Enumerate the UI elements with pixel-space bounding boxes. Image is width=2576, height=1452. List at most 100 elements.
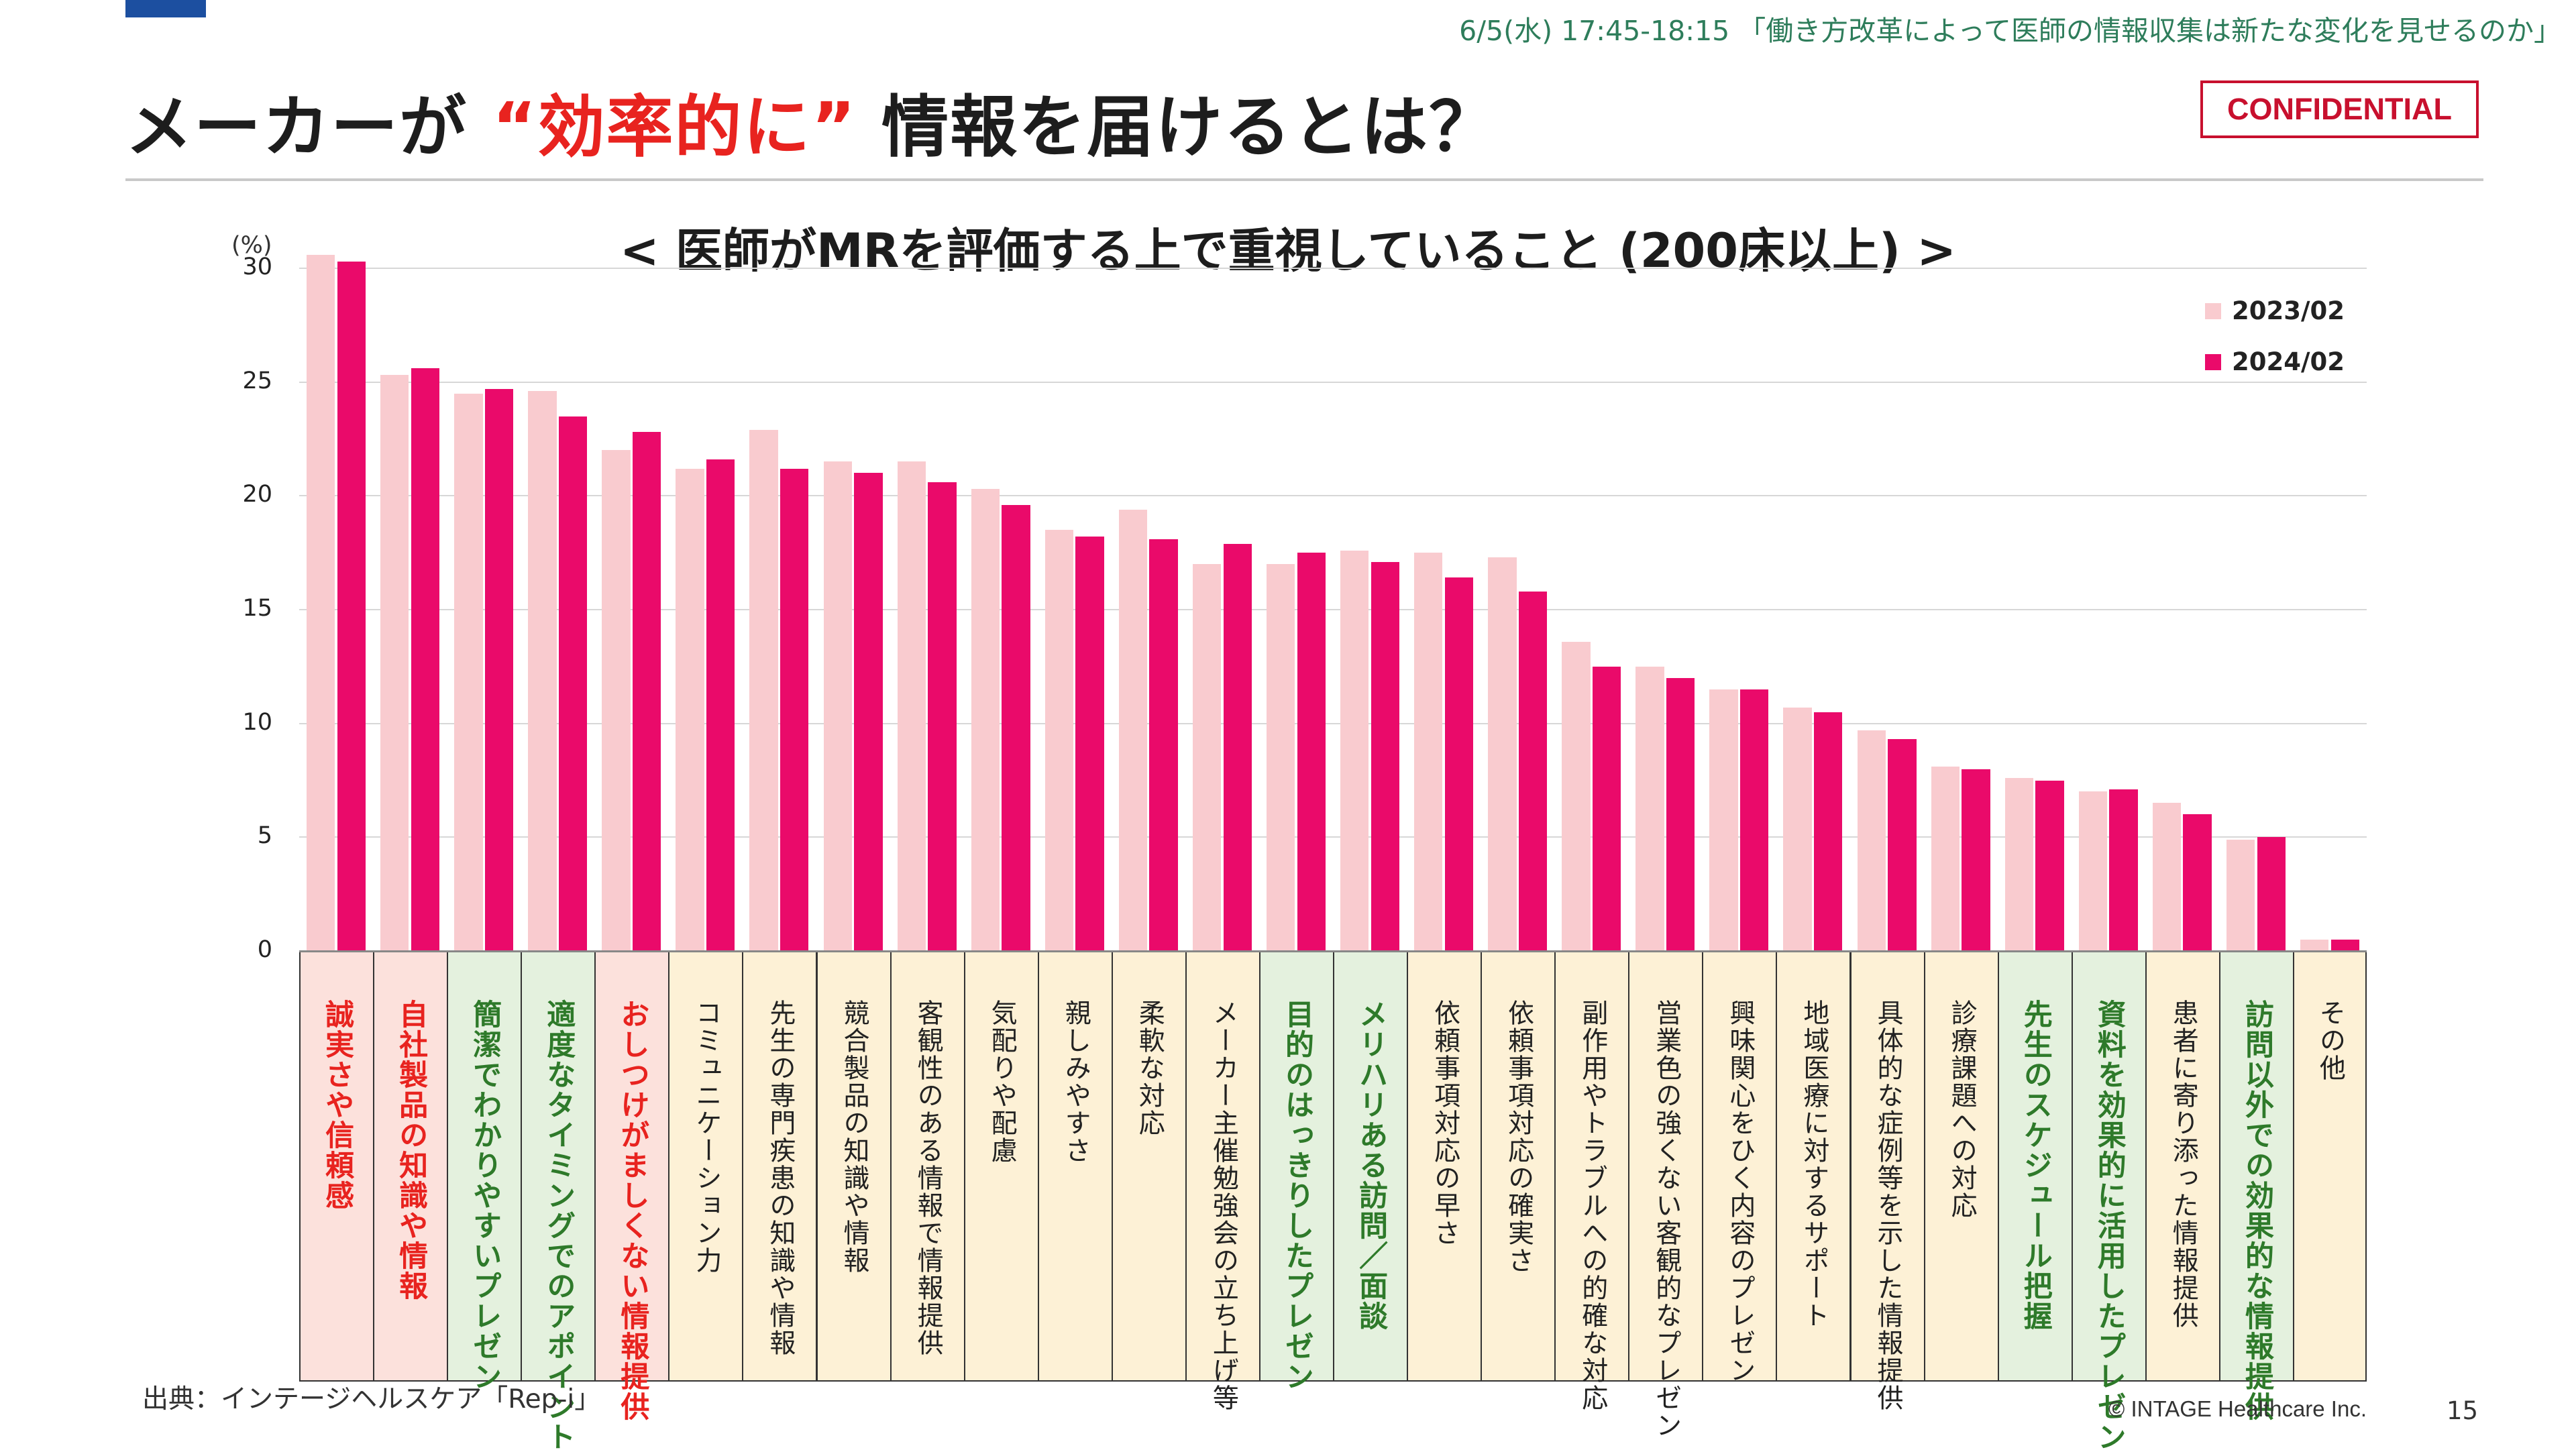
category-label: 依頼事項対応の確実さ (1503, 999, 1534, 1274)
bar-2024-02-16 (1518, 591, 1548, 951)
category-cell: 診療課題への対応 (1923, 951, 1999, 1382)
category-cell: 依頼事項対応の早さ (1407, 951, 1483, 1382)
brand-tab (125, 0, 206, 17)
bar-2023-02-27 (2300, 940, 2329, 951)
page-number: 15 (2447, 1396, 2479, 1425)
category-cell: 副作用やトラブルへの的確な対応 (1554, 951, 1630, 1412)
copyright: © INTAGE Healthcare Inc. (2108, 1396, 2367, 1421)
bar-2023-02-20 (1783, 707, 1812, 951)
category-cell: 患者に寄り添った情報提供 (2145, 951, 2220, 1382)
category-label: 目的のはっきりしたプレゼン (1280, 999, 1314, 1392)
y-tick-label: 25 (242, 367, 272, 394)
category-label: 診療課題への対応 (1947, 999, 1978, 1219)
bar-2024-02-10 (1075, 537, 1104, 951)
bar-2024-02-14 (1371, 561, 1400, 951)
category-cell: 気配りや配慮 (963, 951, 1039, 1382)
category-label: 簡潔でわかりやすいプレゼン (468, 999, 502, 1392)
bar-2024-02-11 (1149, 539, 1178, 951)
chart-title: < 医師がMRを評価する上で重視していること (200床以上) > (620, 223, 1956, 278)
title-divider (125, 178, 2483, 181)
category-cell: 簡潔でわかりやすいプレゼン (447, 951, 523, 1392)
category-cell: 依頼事項対応の確実さ (1481, 951, 1556, 1382)
category-label: 営業色の強くない客観的なプレゼン (1651, 999, 1682, 1439)
gridline (299, 268, 2367, 269)
y-tick-label: 20 (242, 481, 272, 508)
y-tick-label: 10 (242, 708, 272, 736)
bar-2023-02-4 (602, 450, 631, 951)
category-cell: 目的のはっきりしたプレゼン (1258, 951, 1334, 1392)
session-info: 6/5(水) 17:45-18:15 「働き方改革によって医師の情報収集は新たな… (1459, 15, 2561, 47)
bar-2024-02-12 (1223, 543, 1252, 951)
category-cell: 興味関心をひく内容のプレゼン (1702, 951, 1778, 1384)
category-cell: 柔軟な対応 (1111, 951, 1187, 1382)
bar-2023-02-15 (1414, 553, 1443, 951)
category-cell: 自社製品の知識や情報 (373, 951, 449, 1382)
bar-2023-02-22 (1931, 767, 1960, 951)
legend-swatch-2023 (2205, 302, 2221, 319)
bar-2024-02-0 (337, 261, 366, 951)
bar-2024-02-4 (632, 432, 661, 951)
bar-2024-02-25 (2183, 814, 2212, 951)
legend-item-2023: 2023/02 (2205, 296, 2345, 325)
category-label: 患者に寄り添った情報提供 (2168, 999, 2199, 1329)
title-pre: メーカーが (125, 88, 492, 166)
category-label: その他 (2315, 999, 2346, 1082)
category-label: 興味関心をひく内容のプレゼン (1725, 999, 1756, 1384)
category-label: 先生の専門疾患の知識や情報 (765, 999, 796, 1357)
bar-2023-02-1 (380, 375, 409, 951)
category-label: コミュニケーション力 (691, 999, 722, 1274)
category-label: 適度なタイミングでのアポイント (541, 999, 576, 1452)
bar-2024-02-2 (484, 388, 514, 951)
category-label: 親しみやすさ (1061, 999, 1091, 1164)
confidential-badge: CONFIDENTIAL (2200, 80, 2479, 138)
category-cell: メリハリある訪問／面談 (1333, 951, 1409, 1382)
title-highlight: “効率的に” (492, 88, 857, 166)
category-cell: 営業色の強くない客観的なプレゼン (1628, 951, 1704, 1439)
gridline (299, 722, 2367, 724)
category-cell: 先生のスケジュール把握 (1997, 951, 2073, 1382)
bar-2023-02-2 (454, 393, 483, 951)
bar-2023-02-8 (897, 461, 926, 951)
title-post: 情報を届けるとは？ (857, 88, 1498, 166)
category-label: 柔軟な対応 (1134, 999, 1165, 1137)
bar-2024-02-17 (1592, 666, 1621, 951)
y-tick-label: 0 (257, 936, 272, 963)
category-label: 先生のスケジュール把握 (2019, 999, 2053, 1331)
x-axis-baseline (299, 950, 2367, 952)
bar-2023-02-17 (1562, 641, 1591, 951)
category-cell: コミュニケーション力 (668, 951, 744, 1382)
bar-2023-02-18 (1635, 666, 1664, 951)
bar-2023-02-24 (2078, 791, 2108, 951)
bar-2024-02-27 (2330, 940, 2359, 951)
bar-2024-02-19 (1740, 689, 1769, 951)
legend-label-2023: 2023/02 (2232, 296, 2345, 325)
category-label: 訪問以外での効果的な情報提供 (2240, 999, 2274, 1422)
gridline (299, 609, 2367, 610)
bar-2023-02-14 (1340, 550, 1369, 951)
bar-2023-02-0 (307, 254, 335, 951)
category-cell: 適度なタイミングでのアポイント (521, 951, 596, 1452)
category-label: 客観性のある情報で情報提供 (913, 999, 944, 1357)
category-label: 誠実さや信頼感 (320, 999, 354, 1211)
category-cell: おしつけがましくない情報提供 (594, 951, 670, 1422)
bar-2024-02-26 (2257, 837, 2286, 951)
bar-2024-02-13 (1297, 553, 1326, 951)
bar-2024-02-20 (1814, 712, 1843, 951)
bar-2023-02-5 (676, 468, 704, 951)
category-cell: 具体的な症例等を示した情報提供 (1849, 951, 1925, 1412)
category-cell: その他 (2292, 951, 2367, 1382)
bar-2024-02-21 (1888, 739, 1917, 951)
bar-2023-02-11 (1118, 509, 1148, 951)
category-cell: 資料を効果的に活用したプレゼン (2071, 951, 2147, 1452)
category-label: 副作用やトラブルへの的確な対応 (1577, 999, 1608, 1412)
bar-2023-02-16 (1488, 557, 1517, 951)
bar-2024-02-23 (2035, 780, 2064, 951)
bar-2023-02-13 (1266, 564, 1295, 951)
category-label: メリハリある訪問／面談 (1354, 999, 1388, 1331)
bar-2023-02-10 (1044, 530, 1074, 951)
bar-2023-02-9 (971, 489, 1000, 951)
category-label: 地域医療に対するサポート (1799, 999, 1829, 1329)
category-cell: 先生の専門疾患の知識や情報 (742, 951, 818, 1382)
category-label: 気配りや配慮 (987, 999, 1018, 1164)
y-tick-label: 30 (242, 254, 272, 280)
